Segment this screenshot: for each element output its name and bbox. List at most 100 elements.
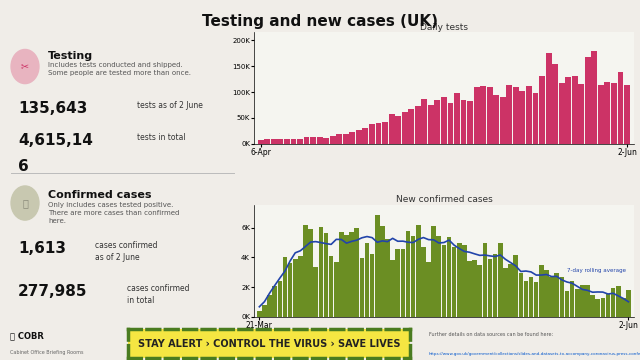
Bar <box>572 76 578 144</box>
Bar <box>474 87 479 144</box>
Bar <box>454 93 460 144</box>
Bar <box>605 294 611 317</box>
Bar <box>579 84 584 144</box>
Bar <box>559 83 564 144</box>
Text: 4,615,14: 4,615,14 <box>18 133 93 148</box>
Bar <box>546 53 552 144</box>
Bar <box>520 91 525 144</box>
Bar <box>539 265 543 317</box>
Bar <box>370 254 374 317</box>
Bar <box>436 236 441 317</box>
Bar <box>334 262 339 317</box>
Bar <box>435 99 440 144</box>
Bar <box>580 285 584 317</box>
Bar <box>406 231 410 317</box>
Bar <box>447 237 451 317</box>
Text: Cabinet Office Briefing Rooms: Cabinet Office Briefing Rooms <box>10 350 83 355</box>
Bar <box>624 85 630 144</box>
Bar <box>503 268 508 317</box>
Bar <box>524 281 528 317</box>
Bar <box>493 95 499 144</box>
Bar <box>308 229 313 317</box>
Bar <box>480 86 486 144</box>
Text: tests as of 2 June: tests as of 2 June <box>136 101 202 110</box>
Bar <box>428 105 434 144</box>
Bar <box>323 138 329 144</box>
Text: https://www.gov.uk/government/collections/slides-and-datasets-to-accompany-coron: https://www.gov.uk/government/collection… <box>429 352 640 356</box>
Bar <box>618 72 623 144</box>
Bar <box>591 51 597 144</box>
Bar <box>539 76 545 144</box>
Bar <box>595 299 600 317</box>
Bar <box>570 281 574 317</box>
Bar <box>447 103 453 144</box>
Bar <box>344 235 349 317</box>
Text: Includes tests conducted and shipped.
Some people are tested more than once.: Includes tests conducted and shipped. So… <box>48 62 191 76</box>
Text: 135,643: 135,643 <box>18 101 88 116</box>
Bar <box>385 239 390 317</box>
Bar <box>411 236 415 317</box>
Bar <box>339 232 344 317</box>
Bar <box>268 295 272 317</box>
Bar <box>360 258 364 317</box>
Text: 277,985: 277,985 <box>18 284 88 299</box>
Text: Testing and new cases (UK): Testing and new cases (UK) <box>202 14 438 30</box>
Bar <box>421 247 426 317</box>
Bar <box>513 87 519 144</box>
Bar <box>278 139 284 144</box>
Bar <box>598 85 604 144</box>
Bar <box>500 96 506 144</box>
Bar <box>616 286 621 317</box>
Circle shape <box>11 186 39 220</box>
Bar <box>508 264 513 317</box>
Bar <box>382 122 388 144</box>
Bar <box>271 139 276 144</box>
Bar <box>526 86 532 144</box>
Bar <box>498 243 502 317</box>
Text: STAY ALERT › CONTROL THE VIRUS › SAVE LIVES: STAY ALERT › CONTROL THE VIRUS › SAVE LI… <box>138 339 400 349</box>
Bar <box>590 295 595 317</box>
Bar <box>421 99 428 144</box>
Bar <box>559 277 564 317</box>
Bar <box>488 258 492 317</box>
Bar <box>376 123 381 144</box>
Text: ✂: ✂ <box>21 62 29 72</box>
Text: 6: 6 <box>18 159 29 174</box>
Bar <box>303 225 308 317</box>
Bar <box>462 245 467 317</box>
Bar <box>472 260 477 317</box>
Bar <box>493 254 497 317</box>
Bar <box>457 243 461 317</box>
Text: Confirmed cases: Confirmed cases <box>48 190 152 200</box>
Text: cases confirmed
in total: cases confirmed in total <box>127 284 190 305</box>
Bar <box>605 82 611 144</box>
Bar <box>356 130 362 144</box>
Bar <box>467 261 472 317</box>
Bar <box>362 127 369 144</box>
Bar <box>388 114 394 144</box>
Bar <box>585 57 591 144</box>
Bar <box>349 231 354 317</box>
Text: 🏛 COBR: 🏛 COBR <box>10 331 44 340</box>
Bar <box>262 305 267 317</box>
Bar <box>441 97 447 144</box>
Bar <box>575 289 579 317</box>
Bar <box>284 139 290 144</box>
Bar <box>396 249 400 317</box>
Bar <box>554 273 559 317</box>
Bar <box>611 288 616 317</box>
Bar <box>402 112 408 144</box>
Bar <box>369 125 375 144</box>
Bar <box>324 233 328 317</box>
Bar <box>416 225 420 317</box>
Bar <box>273 286 277 317</box>
Text: Further details on data sources can be found here:: Further details on data sources can be f… <box>429 332 553 337</box>
Bar <box>395 116 401 144</box>
Bar <box>477 265 482 317</box>
Bar <box>343 134 349 144</box>
Bar <box>431 226 436 317</box>
Bar <box>278 281 282 317</box>
Bar <box>564 292 569 317</box>
Bar <box>319 227 323 317</box>
Bar <box>461 100 467 144</box>
